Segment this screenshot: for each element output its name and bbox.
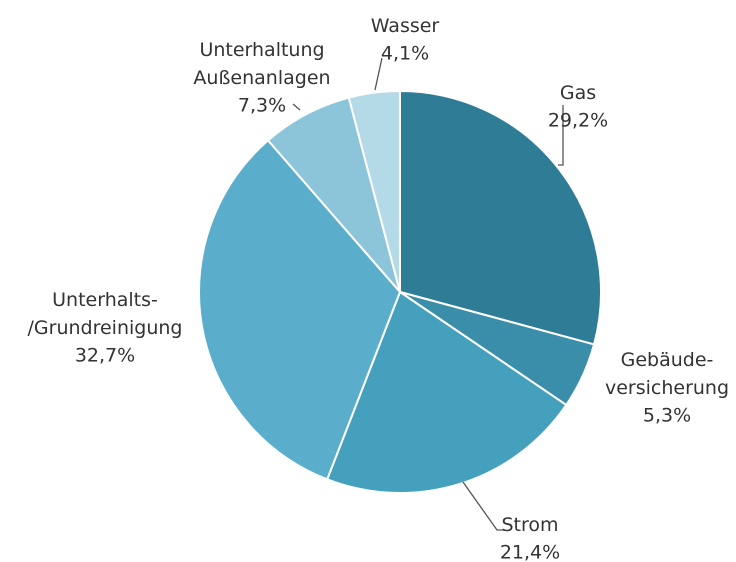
- pie-slice: [325, 290, 568, 494]
- label-line: Außenanlagen: [193, 67, 330, 89]
- slice-label: Gebäude-versicherung: [605, 349, 729, 399]
- label-line: Strom: [501, 514, 558, 536]
- pie-slice: [399, 89, 602, 346]
- value-label: 5,3%: [643, 405, 691, 427]
- label-line: versicherung: [605, 377, 729, 399]
- slice-label: Wasser: [371, 15, 440, 37]
- label-line: Unterhaltung: [199, 39, 324, 61]
- value-label: 4,1%: [381, 43, 429, 65]
- value-label: 32,7%: [75, 345, 135, 367]
- value-label: 7,3%: [238, 95, 286, 117]
- pie-slice: [198, 138, 402, 481]
- slice-label: Gas: [560, 82, 596, 104]
- label-line: Wasser: [371, 15, 440, 37]
- leader-line: [558, 105, 564, 166]
- leader-line: [292, 103, 301, 111]
- slice-label: Unterhalts- /Grundreinigung: [28, 289, 183, 339]
- label-line: Gas: [560, 82, 596, 104]
- slice-label: Strom: [501, 514, 558, 536]
- value-label: 29,2%: [548, 110, 608, 132]
- label-line: Gebäude-: [621, 349, 714, 371]
- label-line: /Grundreinigung: [28, 317, 183, 339]
- leader-line: [374, 57, 383, 91]
- slice-label: Unterhaltung Außenanlagen: [193, 39, 330, 89]
- label-line: Unterhalts-: [52, 289, 158, 311]
- leader-line: [462, 481, 505, 531]
- pie-slice: [347, 89, 401, 293]
- value-label: 21,4%: [500, 542, 560, 562]
